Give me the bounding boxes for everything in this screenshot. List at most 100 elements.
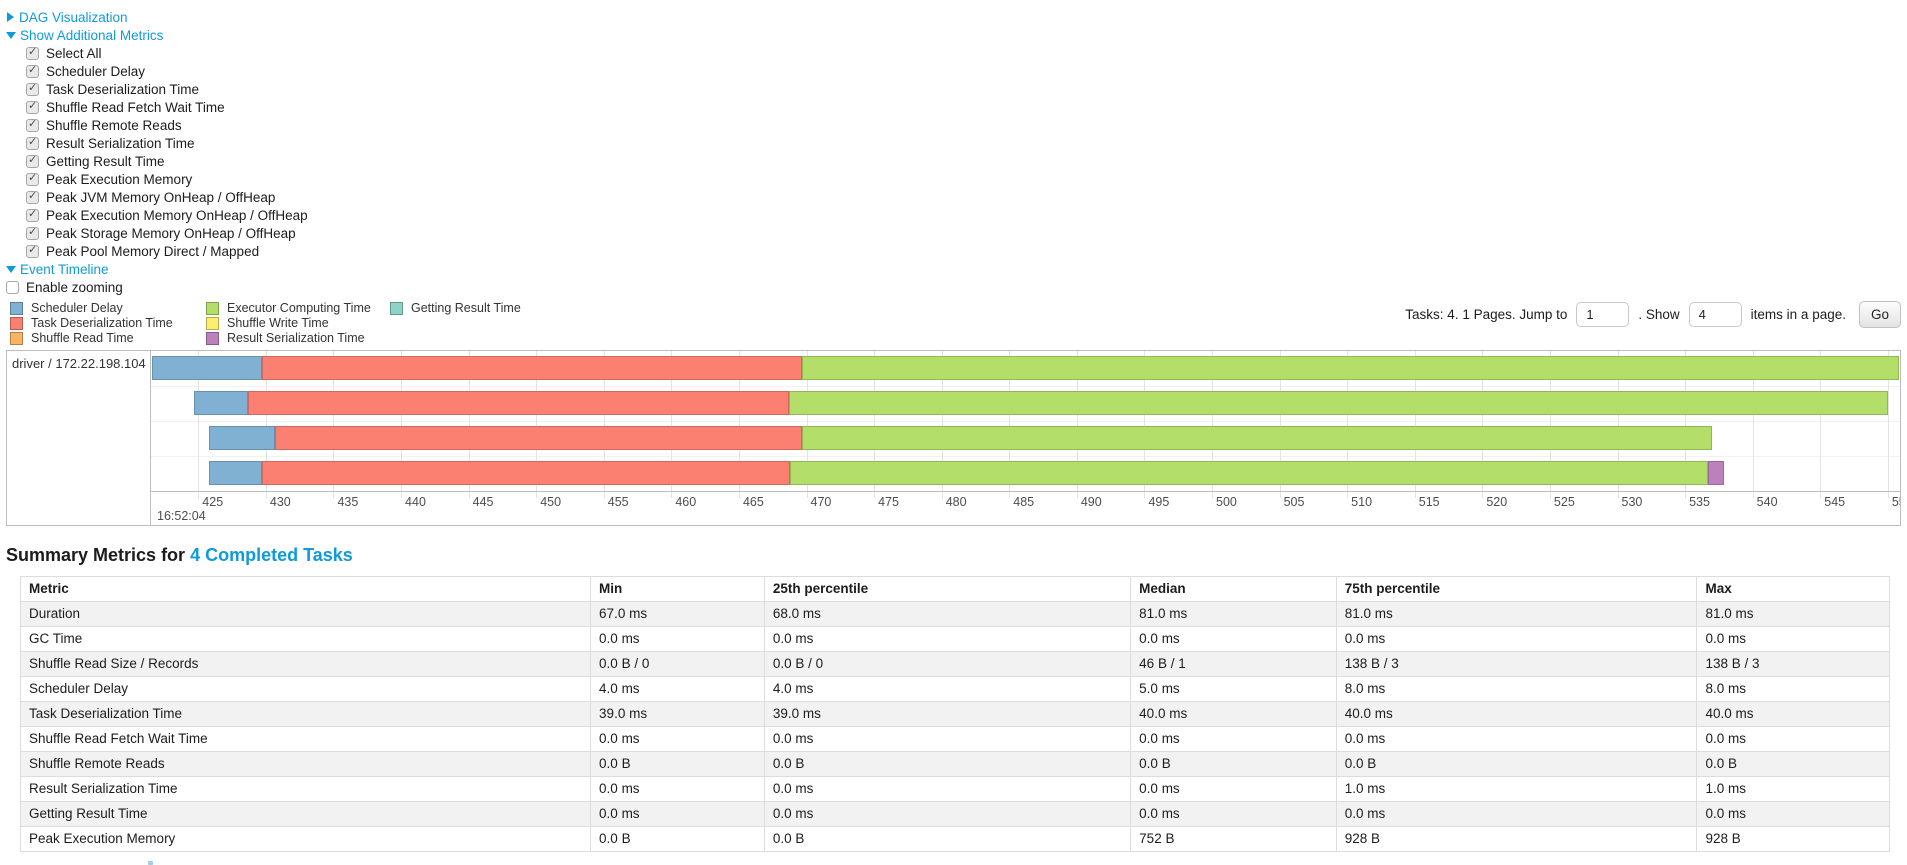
metric-name-cell: Shuffle Read Size / Records	[19, 651, 592, 677]
metric-checkbox-row[interactable]: Scheduler Delay	[26, 62, 145, 80]
metric-checkbox-row[interactable]: Peak JVM Memory OnHeap / OffHeap	[26, 188, 275, 206]
metric-value-cell: 46 B / 1	[1130, 651, 1337, 677]
legend-item: Task Deserialization Time	[10, 316, 206, 330]
checkbox-icon[interactable]	[26, 81, 39, 96]
table-row: Result Serialization Time 0.0 ms 0.0 ms 0.0…	[19, 776, 1890, 802]
enable-zooming-label: Enable zooming	[26, 279, 123, 295]
metric-checkbox-row[interactable]: Task Deserialization Time	[26, 80, 199, 98]
axis-tick-label: 530	[1621, 495, 1643, 509]
scheduler-delay-segment	[209, 426, 276, 450]
checkbox-icon[interactable]	[26, 45, 39, 60]
metric-value-cell: 40.0 ms	[1335, 701, 1698, 727]
metric-checkbox-label: Scheduler Delay	[46, 63, 146, 79]
metric-checkbox-row[interactable]: Peak Storage Memory OnHeap / OffHeap	[26, 224, 296, 242]
axis-tick-label: 485	[1013, 495, 1035, 509]
go-button[interactable]: Go	[1858, 301, 1901, 328]
gridline	[1549, 351, 1551, 498]
gridline	[1752, 351, 1754, 498]
checkbox-icon[interactable]	[26, 63, 39, 78]
metric-value-cell: 39.0 ms	[590, 701, 765, 727]
items-per-page-input[interactable]	[1688, 302, 1742, 327]
checkbox-icon[interactable]	[26, 135, 39, 150]
tasks-count-text: Tasks: 4. 1 Pages. Jump to	[1405, 307, 1568, 322]
column-header: Max	[1696, 576, 1890, 602]
column-header: Median	[1130, 576, 1337, 602]
metric-value-cell: 0.0 ms	[1130, 726, 1337, 752]
stage-controls: DAG Visualization Show Additional Metric…	[0, 0, 1907, 296]
metric-checkbox-row[interactable]: Getting Result Time	[26, 152, 165, 170]
legend-column: Scheduler Delay Task Deserialization Time…	[10, 301, 206, 346]
metric-checkbox-row[interactable]: Shuffle Remote Reads	[26, 116, 182, 134]
metric-checkbox-row[interactable]: Peak Execution Memory OnHeap / OffHeap	[26, 206, 308, 224]
metric-checkbox-row[interactable]: Shuffle Read Fetch Wait Time	[26, 98, 225, 116]
axis-tick-label: 445	[472, 495, 494, 509]
legend-item: Getting Result Time	[390, 301, 521, 315]
legend-label: Task Deserialization Time	[31, 316, 173, 330]
table-row: Task Deserialization Time 39.0 ms 39.0 ms 4…	[19, 701, 1890, 727]
gridline	[536, 351, 538, 498]
gridline	[1144, 351, 1146, 498]
metric-value-cell: 67.0 ms	[590, 601, 765, 627]
axis-tick-label: 435	[337, 495, 359, 509]
dag-visualization-toggle[interactable]: DAG Visualization	[6, 8, 128, 26]
axis-tick-label: 495	[1148, 495, 1170, 509]
timeline-plot: 16:52:04 425 430 435 440 445 450 455 460 465 470 4…	[151, 351, 1900, 525]
metric-value-cell: 752 B	[1130, 826, 1337, 852]
checkbox-icon[interactable]	[26, 207, 39, 222]
gridline	[1414, 351, 1416, 498]
checkbox-icon[interactable]	[26, 117, 39, 132]
legend-swatch-icon	[10, 316, 23, 330]
metric-value-cell: 0.0 B / 0	[590, 651, 765, 677]
scheduler-delay-segment	[152, 356, 262, 380]
metric-checkbox-row[interactable]: Peak Pool Memory Direct / Mapped	[26, 242, 259, 260]
checkbox-icon[interactable]	[26, 171, 39, 186]
event-timeline-toggle[interactable]: Event Timeline	[6, 260, 109, 278]
legend-swatch-icon	[206, 331, 219, 345]
checkbox-icon[interactable]	[26, 99, 39, 114]
executor-computing-time-segment	[802, 426, 1713, 450]
completed-tasks-link[interactable]: 4 Completed Tasks	[190, 545, 353, 565]
gridline	[401, 351, 403, 498]
checkbox-icon[interactable]	[26, 189, 39, 204]
gridline	[1887, 351, 1889, 498]
legend-swatch-icon	[206, 316, 219, 330]
timeline-rows	[151, 351, 1900, 498]
jump-to-page-input[interactable]	[1576, 302, 1630, 327]
metric-checkbox-row[interactable]: Select All	[26, 44, 102, 62]
table-header-row: Metric Min 25th percentile Median 75th perce…	[19, 576, 1890, 602]
axis-major-label: 16:52:04	[157, 509, 206, 523]
metric-checkbox-row[interactable]: Result Serialization Time	[26, 134, 195, 152]
metric-value-cell: 0.0 B	[1696, 751, 1890, 777]
checkbox-icon[interactable]	[26, 243, 39, 258]
axis-tick-label: 430	[269, 495, 291, 509]
gridline	[671, 351, 673, 498]
metric-value-cell: 0.0 ms	[1130, 626, 1337, 652]
legend-label: Executor Computing Time	[227, 301, 371, 315]
axis-tick-label: 515	[1418, 495, 1440, 509]
summary-table-body: Duration 67.0 ms 68.0 ms 81.0 ms 81.0 ms 81.0…	[19, 601, 1890, 852]
summary-metrics-table: Metric Min 25th percentile Median 75th perce…	[19, 576, 1890, 852]
gridline	[1279, 351, 1281, 498]
show-additional-metrics-toggle[interactable]: Show Additional Metrics	[6, 26, 163, 44]
metric-name-cell: Peak Execution Memory	[19, 826, 592, 852]
metric-value-cell: 4.0 ms	[763, 676, 1132, 702]
metric-value-cell: 0.0 ms	[1696, 726, 1890, 752]
axis-tick-label: 510	[1351, 495, 1373, 509]
metric-value-cell: 68.0 ms	[763, 601, 1132, 627]
gridline	[806, 351, 808, 498]
metric-checkbox-row[interactable]: Peak Execution Memory	[26, 170, 192, 188]
show-text: . Show	[1638, 307, 1680, 322]
legend-label: Getting Result Time	[411, 301, 521, 315]
enable-zooming-checkbox-row[interactable]: Enable zooming	[6, 278, 123, 296]
metric-checkbox-label: Shuffle Remote Reads	[46, 117, 182, 133]
executor-computing-time-segment	[788, 391, 1888, 415]
axis-tick-label: 520	[1486, 495, 1508, 509]
checkbox-icon[interactable]	[26, 225, 39, 240]
dag-visualization-label: DAG Visualization	[19, 9, 128, 25]
checkbox-icon[interactable]	[26, 153, 39, 168]
checkbox-icon[interactable]	[6, 280, 19, 294]
metric-value-cell: 0.0 ms	[1130, 776, 1337, 802]
axis-tick-label: 545	[1824, 495, 1846, 509]
metric-checkbox-label: Shuffle Read Fetch Wait Time	[46, 99, 225, 115]
